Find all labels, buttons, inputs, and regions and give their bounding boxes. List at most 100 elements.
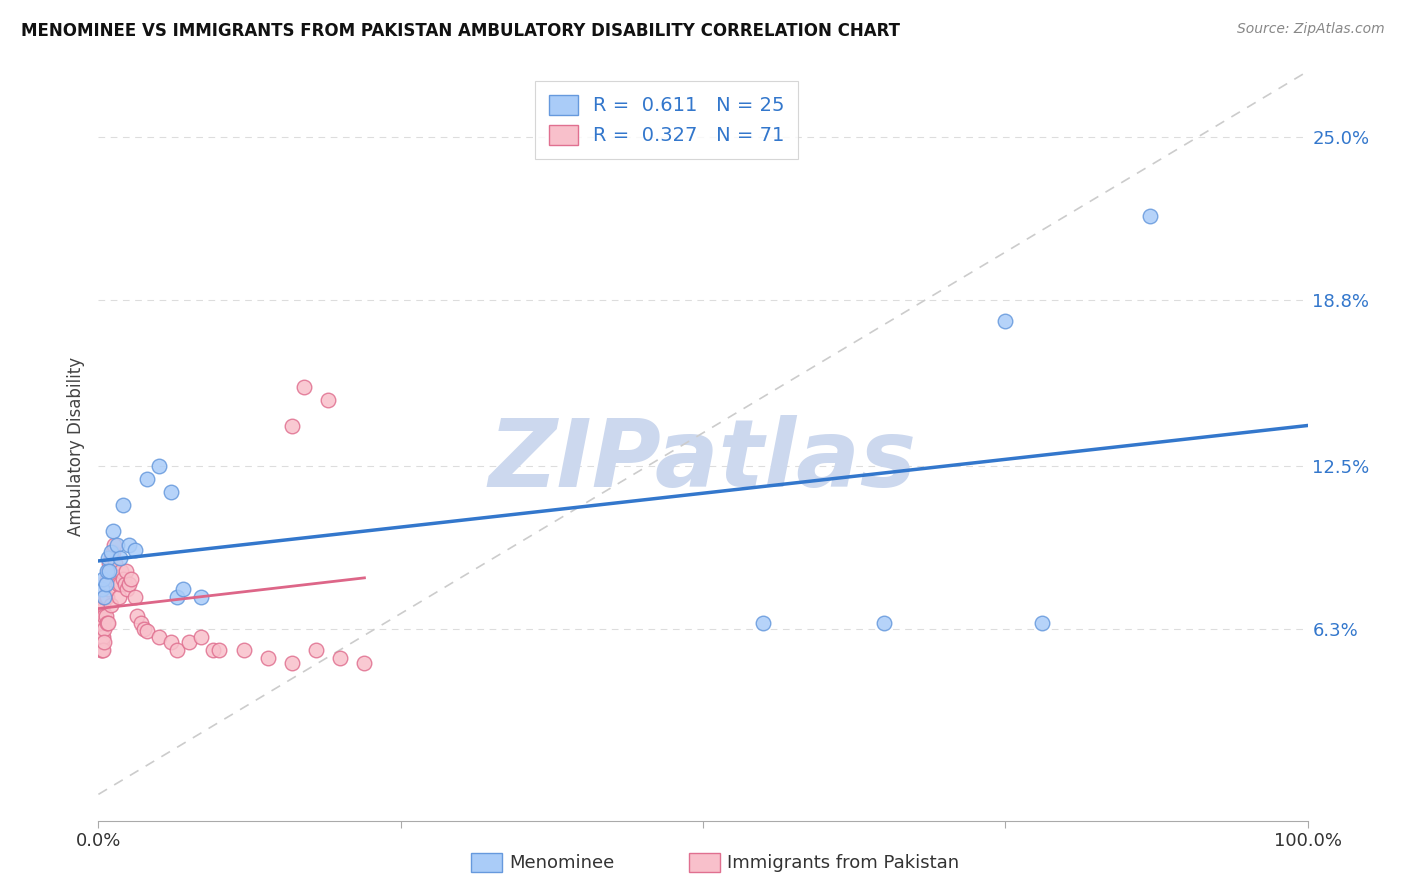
Point [90, 630, 112, 644]
Point [91, 582, 114, 597]
Point [232, 642, 254, 657]
Point [93, 590, 115, 604]
Point [134, 622, 156, 636]
Point [89, 616, 111, 631]
Point [353, 656, 375, 670]
Point [129, 616, 152, 631]
Point [1139, 209, 1161, 223]
Point [96, 590, 118, 604]
Point [281, 656, 304, 670]
Point [90, 616, 112, 631]
Point [281, 419, 304, 434]
Point [100, 545, 122, 559]
Point [98, 572, 121, 586]
Point [873, 616, 896, 631]
Point [108, 590, 131, 604]
Point [101, 524, 124, 539]
Point [97, 582, 120, 597]
Point [108, 550, 131, 565]
Point [103, 538, 125, 552]
Point [91, 598, 114, 612]
Text: Immigrants from Pakistan: Immigrants from Pakistan [727, 854, 959, 871]
Point [148, 630, 170, 644]
Point [89, 608, 111, 623]
Point [94, 590, 117, 604]
Point [166, 642, 188, 657]
Point [97, 616, 120, 631]
Point [93, 622, 115, 636]
Point [89, 622, 111, 636]
Point [118, 538, 141, 552]
Point [117, 582, 139, 597]
Point [107, 577, 129, 591]
Point [172, 582, 194, 597]
Point [101, 545, 124, 559]
Text: Menominee: Menominee [509, 854, 614, 871]
Point [96, 616, 118, 631]
Point [91, 616, 114, 631]
Text: ZIPatlas: ZIPatlas [489, 415, 917, 507]
Point [96, 564, 118, 578]
Point [127, 608, 149, 623]
Point [166, 590, 188, 604]
Point [104, 556, 127, 570]
Point [108, 577, 131, 591]
Point [179, 635, 201, 649]
Point [100, 598, 122, 612]
Y-axis label: Ambulatory Disability: Ambulatory Disability [66, 357, 84, 535]
Point [94, 577, 117, 591]
Point [97, 550, 120, 565]
Point [111, 572, 134, 586]
Point [190, 590, 212, 604]
Legend: R =  0.611   N = 25, R =  0.327   N = 71: R = 0.611 N = 25, R = 0.327 N = 71 [536, 81, 799, 159]
Point [208, 642, 231, 657]
Point [160, 485, 183, 500]
Point [994, 314, 1017, 328]
Point [202, 642, 225, 657]
Point [97, 564, 120, 578]
Point [190, 630, 212, 644]
Point [120, 572, 142, 586]
Point [110, 564, 132, 578]
Text: MENOMINEE VS IMMIGRANTS FROM PAKISTAN AMBULATORY DISABILITY CORRELATION CHART: MENOMINEE VS IMMIGRANTS FROM PAKISTAN AM… [21, 22, 900, 40]
Point [316, 392, 339, 407]
Point [305, 642, 328, 657]
Text: Source: ZipAtlas.com: Source: ZipAtlas.com [1237, 22, 1385, 37]
Point [91, 630, 114, 644]
Point [93, 608, 115, 623]
Point [91, 616, 114, 631]
Point [115, 564, 138, 578]
Point [114, 577, 136, 591]
Point [256, 650, 278, 665]
Point [89, 635, 111, 649]
Point [148, 458, 170, 473]
Point [135, 624, 157, 639]
Point [91, 603, 114, 617]
Point [91, 630, 114, 644]
Point [135, 472, 157, 486]
Point [160, 635, 183, 649]
Point [118, 577, 141, 591]
Point [98, 556, 121, 570]
Point [93, 590, 115, 604]
Point [90, 642, 112, 657]
Point [91, 642, 114, 657]
Point [91, 572, 114, 586]
Point [94, 608, 117, 623]
Point [100, 550, 122, 565]
Point [105, 572, 128, 586]
Point [752, 616, 775, 631]
Point [91, 642, 114, 657]
Point [98, 564, 121, 578]
Point [292, 380, 315, 394]
Point [94, 577, 117, 591]
Point [124, 542, 146, 557]
Point [93, 635, 115, 649]
Point [1031, 616, 1053, 631]
Point [91, 635, 114, 649]
Point [96, 572, 118, 586]
Point [124, 590, 146, 604]
Point [111, 498, 134, 512]
Point [100, 564, 122, 578]
Point [90, 603, 112, 617]
